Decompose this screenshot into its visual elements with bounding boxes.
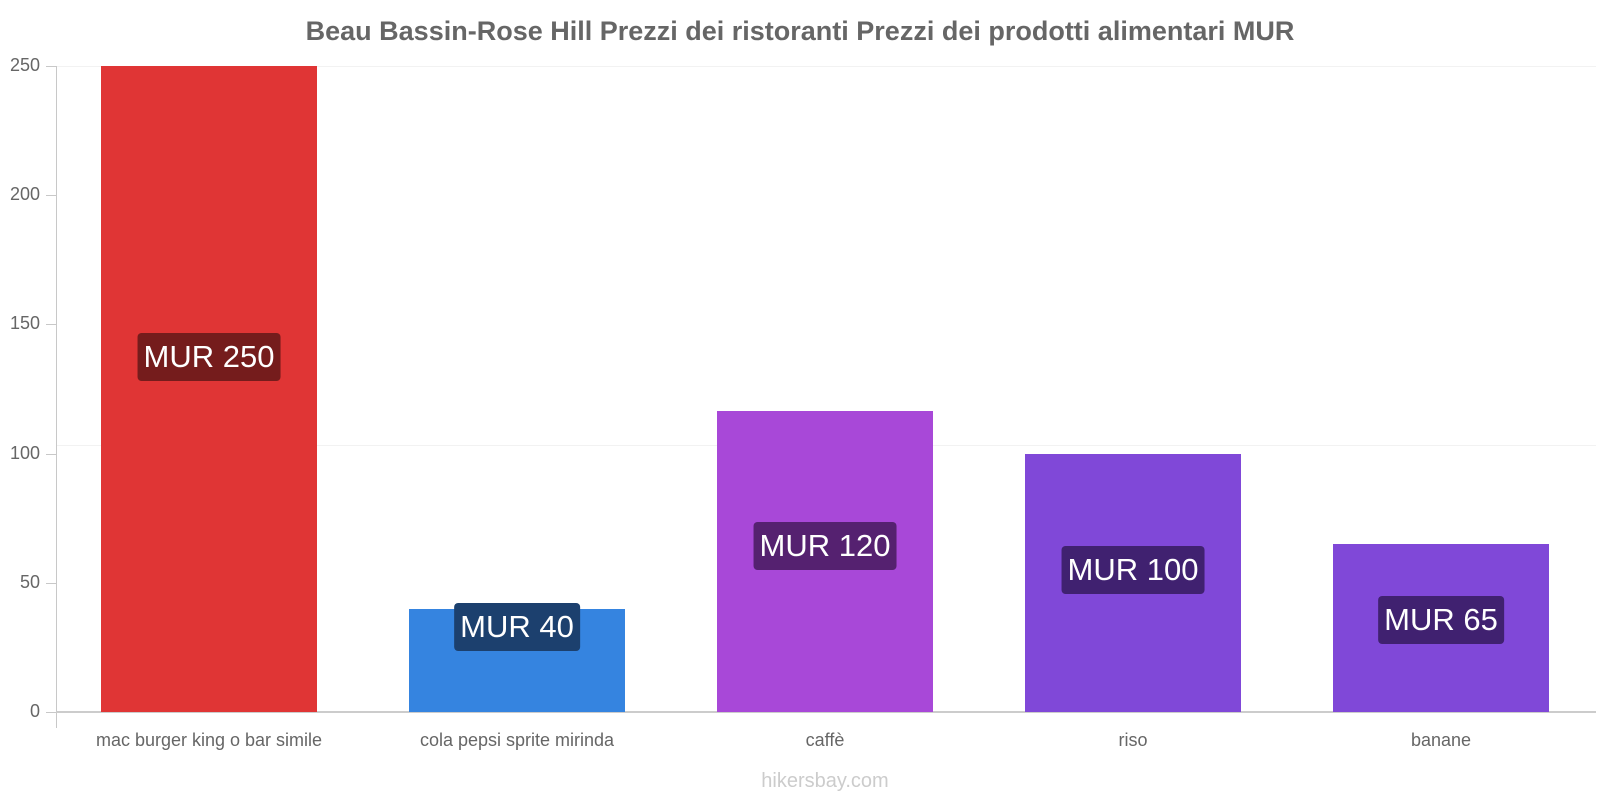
y-tick-mark xyxy=(46,195,56,197)
y-axis xyxy=(56,66,57,728)
gridline-250 xyxy=(56,66,1596,67)
bar-value-label: MUR 250 xyxy=(137,332,281,381)
bar-value-label: MUR 65 xyxy=(1378,595,1504,644)
bar-value-label: MUR 100 xyxy=(1061,545,1205,594)
x-tick-label: banane xyxy=(1410,730,1472,750)
chart-title: Beau Bassin-Rose Hill Prezzi dei ristora… xyxy=(305,16,1295,46)
y-tick-mark xyxy=(46,324,56,326)
x-tick-label: riso xyxy=(1118,730,1148,750)
y-tick-label: 100 xyxy=(9,442,40,463)
x-tick-label: mac burger king o bar simile xyxy=(95,730,323,750)
y-tick-mark xyxy=(46,712,56,713)
watermark: hikersbay.com xyxy=(761,770,889,792)
bar-value-label: MUR 120 xyxy=(753,522,897,571)
y-tick-label: 200 xyxy=(9,184,40,205)
bar[interactable] xyxy=(101,66,317,712)
bar-value-label: MUR 40 xyxy=(454,602,580,651)
y-tick-mark xyxy=(46,453,56,455)
y-tick-mark xyxy=(46,66,56,67)
x-tick-label: cola pepsi sprite mirinda xyxy=(419,730,615,750)
x-axis xyxy=(56,711,1596,713)
y-tick-label: 250 xyxy=(9,55,40,75)
y-tick-label: 150 xyxy=(9,313,40,334)
y-tick-mark xyxy=(46,582,56,584)
y-tick-label: 50 xyxy=(19,571,40,592)
y-tick-label: 0 xyxy=(29,701,40,721)
x-tick-label: caffè xyxy=(805,730,845,750)
